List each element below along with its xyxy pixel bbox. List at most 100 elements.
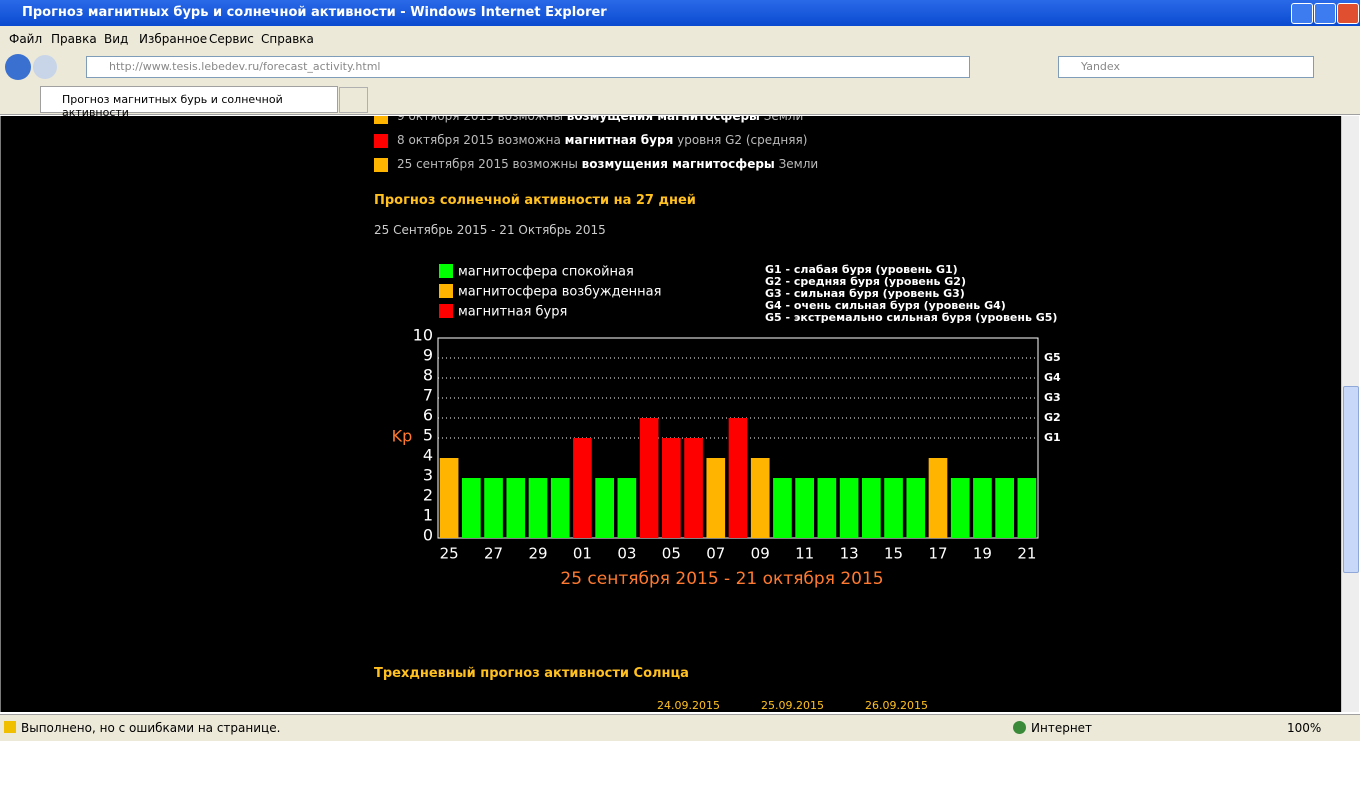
search-field[interactable]: Yandex [1058, 56, 1314, 78]
alert: 25 сентября 2015 возможны возмущения маг… [374, 157, 818, 172]
forward-button[interactable] [33, 55, 57, 79]
page-content: 9 октября 2015 возможны возмущения магни… [0, 116, 1341, 712]
three-day-heading: Трехдневный прогноз активности Солнца [374, 666, 689, 681]
x-tick-label: 13 [840, 545, 859, 563]
bar [439, 458, 459, 538]
date-header: 26.09.2015 [865, 699, 928, 712]
chart: магнитосфера спокойная магнитосфера возбу… [392, 263, 1061, 589]
bar [795, 478, 814, 538]
bar [973, 478, 992, 538]
minimize-button[interactable] [1291, 3, 1313, 24]
alert-text: возмущения магнитосферы [566, 116, 760, 123]
new-tab[interactable] [339, 87, 368, 113]
menu-item[interactable]: Избранное [139, 32, 208, 46]
title-bar: Прогноз магнитных бурь и солнечной актив… [0, 0, 1360, 26]
bar [728, 418, 748, 538]
y-tick-label: 0 [423, 526, 433, 545]
bar [595, 478, 614, 538]
y-tick-label: 6 [423, 406, 433, 425]
scale-note: G4 - очень сильная буря (уровень G4) [765, 299, 1006, 312]
alert-marker [374, 158, 388, 172]
bar [662, 438, 681, 538]
bar [573, 438, 592, 538]
menu-item[interactable]: Файл [9, 32, 43, 46]
tab[interactable]: Прогноз магнитных бурь и солнечной актив… [40, 86, 338, 119]
alert-text: 9 октября 2015 возможны [397, 116, 567, 123]
y-tick-label: 5 [423, 426, 433, 445]
warning-icon[interactable] [4, 721, 16, 733]
search-placeholder: Yandex [1081, 60, 1120, 73]
zone-icon [1013, 721, 1026, 734]
menu-item[interactable]: Правка [51, 32, 97, 46]
alert-text: 8 октября 2015 возможна [397, 133, 565, 147]
x-tick-label: 25 [440, 545, 459, 563]
bar [506, 478, 526, 538]
y2-tick-label: G1 [1044, 431, 1061, 444]
legend-swatch [439, 304, 453, 318]
x-tick-label: 27 [484, 545, 503, 563]
bar [462, 478, 481, 538]
alert-text: уровня G2 (средняя) [673, 133, 808, 147]
forecast-heading: Прогноз солнечной активности на 27 дней [374, 193, 696, 208]
legend-label: магнитная буря [458, 305, 567, 320]
bar [684, 438, 703, 538]
bar [839, 478, 859, 538]
y-tick-label: 10 [413, 326, 433, 345]
alert-text: Земли [759, 116, 804, 123]
status-message: Выполнено, но с ошибками на странице. [21, 721, 281, 735]
x-tick-label: 15 [884, 545, 903, 563]
vertical-scrollbar[interactable] [1341, 116, 1359, 712]
x-tick-label: 01 [573, 545, 592, 563]
forecast-period: 25 Сентябрь 2015 - 21 Октябрь 2015 [374, 223, 606, 237]
back-button[interactable] [5, 54, 31, 80]
legend-swatch [439, 264, 453, 278]
date-header: 24.09.2015 [657, 699, 720, 712]
y-tick-label: 8 [423, 366, 433, 385]
bar [817, 478, 837, 538]
menu-item[interactable]: Вид [104, 32, 129, 46]
alert-marker [374, 116, 388, 124]
address-field[interactable]: http://www.tesis.lebedev.ru/forecast_act… [86, 56, 970, 78]
menu-item[interactable]: Сервис [209, 32, 254, 46]
bar [528, 478, 548, 538]
url: http://www.tesis.lebedev.ru/forecast_act… [109, 60, 381, 73]
scale-note: G5 - экстремально сильная буря (уровень … [765, 311, 1057, 324]
status-bar: Выполнено, но с ошибками на странице. Ин… [0, 714, 1360, 741]
y-tick-label: 2 [423, 486, 433, 505]
x-tick-label: 07 [706, 545, 725, 563]
menu-bar: Файл Правка Вид Избранное Сервис Справка [0, 26, 1360, 52]
maximize-button[interactable] [1314, 3, 1336, 24]
bar [928, 458, 948, 538]
bar [706, 458, 726, 538]
y2-tick-label: G3 [1044, 391, 1061, 404]
y-tick-label: 3 [423, 466, 433, 485]
bar [862, 478, 881, 538]
x-tick-label: 29 [528, 545, 547, 563]
scale-note: G1 - слабая буря (уровень G1) [765, 263, 958, 276]
y2-tick-label: G4 [1044, 371, 1061, 384]
legend-swatch [439, 284, 453, 298]
x-tick-label: 11 [795, 545, 814, 563]
y-axis-label: Kp [392, 427, 413, 446]
x-tick-label: 09 [751, 545, 770, 563]
close-button[interactable] [1337, 3, 1359, 24]
legend-label: магнитосфера возбужденная [458, 285, 661, 300]
bar [1017, 478, 1037, 538]
zoom[interactable]: 100% [1287, 721, 1322, 735]
bar [639, 418, 659, 538]
x-axis-label: 25 сентября 2015 - 21 октября 2015 [560, 569, 883, 589]
y-tick-label: 4 [423, 446, 433, 465]
bar [750, 458, 770, 538]
zone: Интернет [1031, 721, 1093, 735]
alert-text: магнитная буря [564, 133, 674, 147]
y-tick-label: 9 [423, 346, 433, 365]
y-tick-label: 7 [423, 386, 433, 405]
menu-item[interactable]: Справка [261, 32, 314, 46]
y2-tick-label: G2 [1044, 411, 1061, 424]
alert: 9 октября 2015 возможны возмущения магни… [374, 116, 804, 124]
scale-note: G2 - средняя буря (уровень G2) [765, 275, 966, 288]
scroll-thumb[interactable] [1343, 386, 1359, 573]
x-tick-label: 19 [973, 545, 992, 563]
bar [995, 478, 1014, 538]
